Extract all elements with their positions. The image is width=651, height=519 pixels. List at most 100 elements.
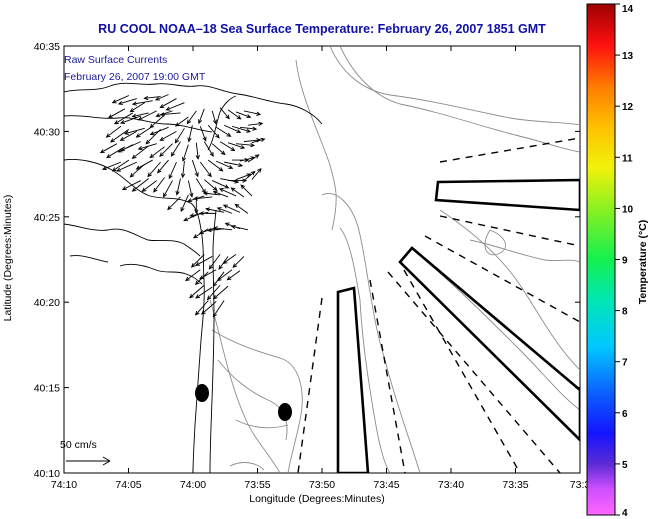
x-tick-label: 73:45 xyxy=(373,479,399,491)
station-marker-east[interactable] xyxy=(278,403,292,421)
colorbar-tick-label: 8 xyxy=(622,307,628,318)
current-vector xyxy=(186,110,197,125)
current-vector xyxy=(168,161,177,180)
beam-south xyxy=(336,286,370,473)
current-vector xyxy=(119,130,138,141)
current-vector xyxy=(195,142,200,160)
current-vector xyxy=(189,284,205,299)
current-vector xyxy=(101,161,122,171)
current-vector xyxy=(230,187,245,198)
colorbar-tick-label: 6 xyxy=(622,409,628,420)
y-tick-label: 40:10 xyxy=(34,468,60,480)
colorbar-tick-label: 7 xyxy=(622,358,628,369)
current-vector xyxy=(247,121,264,126)
current-vector xyxy=(131,100,153,106)
y-tick-label: 40:35 xyxy=(34,41,60,53)
current-vector xyxy=(199,126,207,142)
current-vector xyxy=(222,254,237,264)
current-vector xyxy=(213,226,233,231)
current-vector xyxy=(187,180,194,198)
current-vector xyxy=(180,194,189,213)
current-vector xyxy=(223,124,242,134)
overlay-line-1: Raw Surface Currents xyxy=(64,54,167,66)
colorbar-tick-label: 11 xyxy=(622,153,633,164)
current-vector xyxy=(157,159,169,174)
current-vector xyxy=(110,128,130,143)
current-vector xyxy=(216,207,233,214)
current-vector xyxy=(251,167,262,180)
current-vector xyxy=(106,146,126,159)
current-vector xyxy=(119,115,141,125)
current-vector xyxy=(117,98,137,106)
current-vector xyxy=(191,159,199,178)
current-vector xyxy=(120,141,141,152)
current-vector xyxy=(230,224,249,231)
y-axis-ticks: 40:35 40:30 40:25 40:20 40:15 40:10 xyxy=(34,41,580,480)
current-vector xyxy=(170,141,181,157)
current-vector xyxy=(212,285,229,300)
figure-title: RU COOL NOAA–18 Sea Surface Temperature:… xyxy=(98,22,546,36)
current-vector xyxy=(137,110,157,121)
current-vector xyxy=(227,109,242,120)
current-vector xyxy=(180,161,186,179)
x-tick-label: 73:3 xyxy=(570,479,591,491)
current-vector xyxy=(129,102,145,113)
current-vector xyxy=(153,177,165,193)
current-vector xyxy=(203,141,214,157)
current-vector xyxy=(234,203,249,214)
current-vector xyxy=(199,269,217,280)
colorbar-label: Temperature (°C) xyxy=(637,220,649,305)
x-tick-label: 74:10 xyxy=(51,479,77,491)
current-vector xyxy=(226,270,241,281)
x-tick-label: 73:55 xyxy=(244,479,270,491)
current-vector xyxy=(235,143,256,148)
map-layers xyxy=(64,46,580,473)
x-tick-label: 74:05 xyxy=(115,479,141,491)
current-vector xyxy=(131,112,149,118)
radar-beams xyxy=(336,178,580,473)
current-vector xyxy=(135,159,153,170)
x-tick-label: 73:35 xyxy=(502,479,528,491)
current-vector xyxy=(135,125,153,138)
current-vector xyxy=(159,112,181,117)
current-vector xyxy=(174,116,189,127)
current-vector xyxy=(235,173,252,180)
current-vector xyxy=(149,146,165,159)
scale-arrow xyxy=(66,456,111,466)
y-tick-label: 40:30 xyxy=(34,126,60,138)
current-vector xyxy=(219,107,230,120)
current-vector xyxy=(194,300,209,316)
current-vector xyxy=(224,161,244,168)
current-vector xyxy=(131,145,149,159)
colorbar-tick-label: 14 xyxy=(622,4,634,15)
current-vector xyxy=(159,98,177,109)
current-vector xyxy=(222,204,241,213)
current-vector xyxy=(203,179,218,192)
current-vector xyxy=(216,269,233,282)
current-vector xyxy=(218,188,237,197)
current-vector xyxy=(198,108,205,125)
current-vector xyxy=(167,196,181,211)
current-vector xyxy=(159,130,177,141)
current-vector xyxy=(243,110,262,116)
beam-east-upper xyxy=(434,178,580,212)
colorbar-tick-label: 4 xyxy=(622,508,628,519)
current-vector xyxy=(154,94,169,101)
current-vector xyxy=(243,170,256,181)
current-vector xyxy=(111,159,130,172)
beam-east-lower xyxy=(398,246,580,442)
current-vector xyxy=(193,196,213,201)
current-vector xyxy=(195,256,213,266)
current-vector xyxy=(107,108,126,119)
x-tick-label: 73:50 xyxy=(309,479,335,491)
current-vector xyxy=(190,254,205,268)
station-marker-west[interactable] xyxy=(195,384,209,402)
current-vector xyxy=(251,137,266,144)
x-tick-label: 74:00 xyxy=(180,479,206,491)
current-vector xyxy=(231,125,252,133)
current-vector xyxy=(212,190,229,198)
current-vector xyxy=(207,124,220,139)
current-vector xyxy=(143,95,161,101)
colorbar-tick-label: 5 xyxy=(622,460,628,471)
y-axis-label: Latitude (Degrees:Minutes) xyxy=(2,195,14,322)
